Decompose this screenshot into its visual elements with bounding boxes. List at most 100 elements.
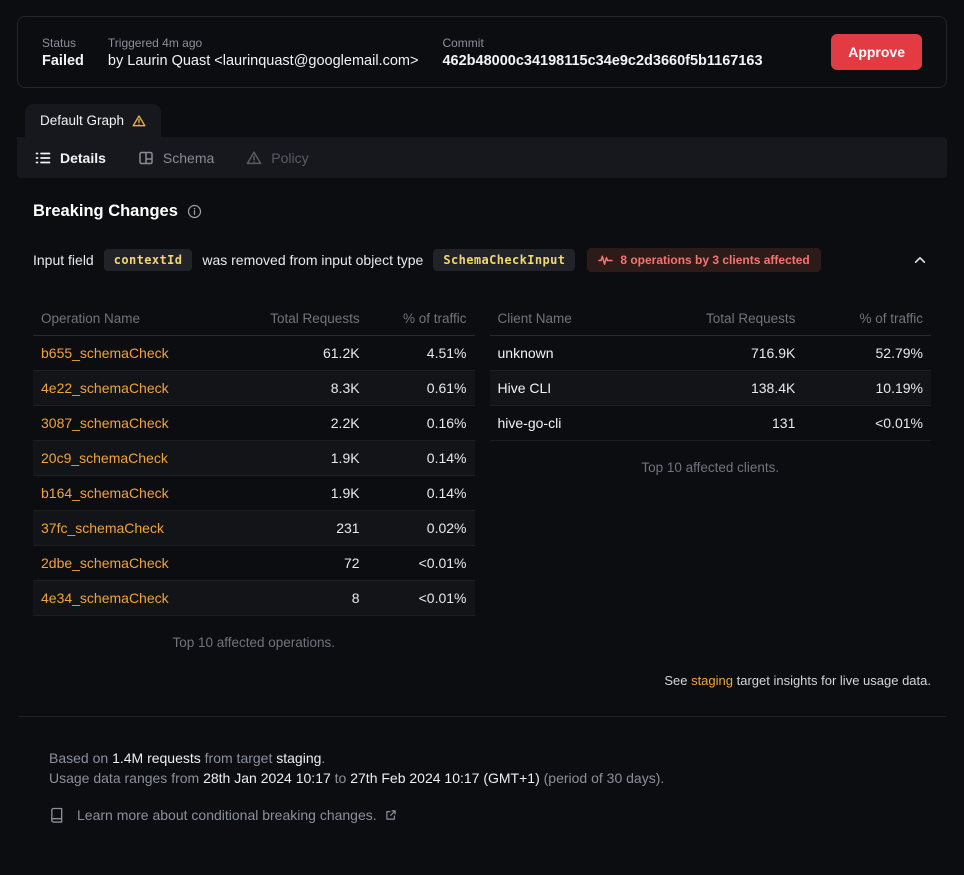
- client-traffic-pct: 10.19%: [803, 370, 931, 406]
- target-name: staging: [276, 750, 322, 766]
- operations-table-body: b655_schemaCheck 61.2K 4.51% 4e22_schemaChe…: [33, 335, 475, 616]
- tab-details-label: Details: [60, 149, 106, 166]
- learn-more-label: Learn more about conditional breaking ch…: [77, 807, 377, 823]
- operation-traffic-pct: 0.61%: [367, 370, 475, 406]
- client-traffic-pct: <0.01%: [803, 405, 931, 441]
- tab-policy[interactable]: Policy: [246, 149, 309, 166]
- operation-total-requests: 72: [226, 545, 368, 581]
- warning-triangle-icon: [246, 150, 262, 166]
- operation-name-link[interactable]: 4e22_schemaCheck: [33, 370, 227, 406]
- operation-total-requests: 8: [226, 580, 368, 616]
- table-row: b164_schemaCheck 1.9K 0.14%: [33, 475, 475, 511]
- column-header: Operation Name: [33, 302, 227, 336]
- info-circle-icon[interactable]: [187, 204, 202, 219]
- staging-target-link[interactable]: staging: [691, 673, 733, 688]
- external-link-icon: [385, 809, 397, 821]
- request-count: 1.4M requests: [112, 750, 201, 766]
- operation-traffic-pct: <0.01%: [367, 545, 475, 581]
- breaking-changes-title-text: Breaking Changes: [33, 202, 178, 220]
- operations-table: Operation Name Total Requests % of traff…: [33, 302, 475, 616]
- change-text-middle: was removed from input object type: [202, 252, 424, 268]
- table-row: hive-go-cli 131 <0.01%: [489, 405, 931, 441]
- breaking-changes-title: Breaking Changes: [33, 202, 931, 221]
- client-total-requests: 716.9K: [634, 335, 804, 371]
- operation-name-link[interactable]: 37fc_schemaCheck: [33, 510, 227, 546]
- operation-total-requests: 61.2K: [226, 335, 368, 371]
- clients-table: Client Name Total Requests % of traffic …: [489, 302, 931, 441]
- chevron-up-icon[interactable]: [909, 249, 931, 271]
- usage-range-line: Usage data ranges from 28th Jan 2024 10:…: [49, 770, 665, 786]
- usage-tables: Operation Name Total Requests % of traff…: [33, 302, 931, 650]
- operation-name-link[interactable]: 2dbe_schemaCheck: [33, 545, 227, 581]
- tab-schema[interactable]: Schema: [138, 150, 214, 166]
- column-header: Total Requests: [226, 302, 368, 336]
- list-icon: [35, 150, 51, 166]
- client-name: hive-go-cli: [489, 405, 635, 441]
- column-header: % of traffic: [803, 302, 931, 336]
- client-name: unknown: [489, 335, 635, 371]
- operation-name-link[interactable]: 4e34_schemaCheck: [33, 580, 227, 616]
- check-summary-card: Status Failed Triggered 4m ago by Laurin…: [17, 16, 947, 88]
- client-total-requests: 131: [634, 405, 804, 441]
- range-start-date: 28th Jan 2024 10:17: [203, 770, 331, 786]
- triggered-group: Triggered 4m ago by Laurin Quast <laurin…: [108, 36, 419, 69]
- client-name: Hive CLI: [489, 370, 635, 406]
- triggered-label: Triggered 4m ago: [107, 35, 203, 50]
- operation-name-link[interactable]: b655_schemaCheck: [33, 335, 227, 371]
- activity-pulse-icon: [598, 254, 614, 266]
- column-header: Total Requests: [634, 302, 804, 336]
- tab-policy-label: Policy: [271, 149, 309, 166]
- operation-name-link[interactable]: 20c9_schemaCheck: [33, 440, 227, 476]
- affected-operations-badge[interactable]: 8 operations by 3 clients affected: [587, 248, 821, 272]
- table-row: 4e34_schemaCheck 8 <0.01%: [33, 580, 475, 616]
- affected-badge-label: 8 operations by 3 clients affected: [620, 253, 810, 267]
- details-content: Breaking Changes Input field contextId w…: [17, 178, 947, 825]
- operation-total-requests: 1.9K: [226, 440, 368, 476]
- change-field-code: contextId: [103, 249, 193, 271]
- operations-footnote: Top 10 affected operations.: [172, 635, 336, 650]
- tab-details[interactable]: Details: [35, 150, 106, 166]
- operation-total-requests: 1.9K: [226, 475, 368, 511]
- commit-group: Commit 462b48000c34198115c34e9c2d3660f5b…: [442, 36, 762, 69]
- table-row: b655_schemaCheck 61.2K 4.51%: [33, 335, 475, 371]
- warning-triangle-icon: [132, 114, 146, 128]
- operation-traffic-pct: 0.02%: [367, 510, 475, 546]
- table-row: 20c9_schemaCheck 1.9K 0.14%: [33, 440, 475, 476]
- operation-total-requests: 231: [226, 510, 368, 546]
- clients-table-body: unknown 716.9K 52.79% Hive CLI 138.4K 10.19% h…: [489, 335, 931, 441]
- graph-section: Default Graph Details: [17, 104, 947, 825]
- client-total-requests: 138.4K: [634, 370, 804, 406]
- insights-note: See staging target insights for live usa…: [33, 673, 931, 688]
- operation-name-link[interactable]: b164_schemaCheck: [33, 475, 227, 511]
- change-text-prefix: Input field: [33, 252, 94, 268]
- schema-check-page: Status Failed Triggered 4m ago by Laurin…: [17, 16, 947, 825]
- learn-more-link[interactable]: Learn more about conditional breaking ch…: [49, 805, 915, 825]
- schema-columns-icon: [138, 150, 154, 166]
- section-divider: [18, 716, 946, 717]
- clients-footnote: Top 10 affected clients.: [641, 460, 780, 475]
- status-value: Failed: [42, 52, 84, 69]
- insights-note-suffix: target insights for live usage data.: [732, 673, 931, 688]
- column-header: Client Name: [489, 302, 635, 336]
- operation-name-link[interactable]: 3087_schemaCheck: [33, 405, 227, 441]
- operation-traffic-pct: 4.51%: [367, 335, 475, 371]
- triggered-author: by Laurin Quast <laurinquast@googlemail.…: [107, 52, 419, 69]
- tab-schema-label: Schema: [162, 149, 215, 166]
- operation-traffic-pct: 0.14%: [367, 475, 475, 511]
- breaking-change-row: Input field contextId was removed from i…: [33, 248, 931, 272]
- range-end-date: 27th Feb 2024 10:17 (GMT+1): [350, 770, 540, 786]
- operation-traffic-pct: <0.01%: [367, 580, 475, 616]
- table-row: 4e22_schemaCheck 8.3K 0.61%: [33, 370, 475, 406]
- usage-summary-line: Based on 1.4M requests from target stagi…: [49, 750, 326, 766]
- tab-default-graph[interactable]: Default Graph: [25, 104, 162, 137]
- client-traffic-pct: 52.79%: [803, 335, 931, 371]
- commit-label: Commit: [442, 35, 484, 50]
- operation-traffic-pct: 0.14%: [367, 440, 475, 476]
- insights-note-prefix: See: [664, 673, 692, 688]
- change-type-code: SchemaCheckInput: [433, 249, 576, 271]
- status-label: Status: [42, 35, 77, 50]
- operations-table-header-row: Operation Name Total Requests % of traff…: [33, 302, 475, 336]
- approve-button[interactable]: Approve: [831, 34, 922, 70]
- usage-footer: Based on 1.4M requests from target stagi…: [33, 717, 931, 825]
- table-row: 37fc_schemaCheck 231 0.02%: [33, 510, 475, 546]
